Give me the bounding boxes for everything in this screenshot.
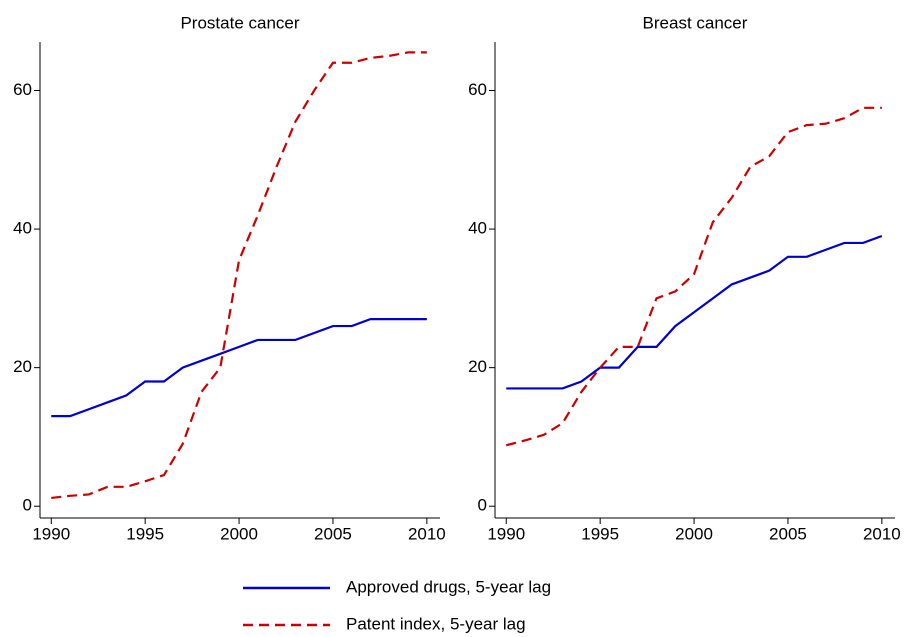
x-tick-label: 2000 <box>220 524 258 543</box>
panel-title: Prostate cancer <box>180 13 299 32</box>
x-tick-label: 2010 <box>408 524 446 543</box>
x-tick-label: 2005 <box>314 524 352 543</box>
y-tick-label: 20 <box>468 357 487 376</box>
x-tick-label: 1990 <box>487 524 525 543</box>
x-tick-label: 1990 <box>32 524 70 543</box>
series-line <box>506 234 883 390</box>
legend-label: Patent index, 5-year lag <box>346 614 526 633</box>
x-tick-label: 2005 <box>769 524 807 543</box>
legend-label: Approved drugs, 5-year lag <box>346 577 551 596</box>
y-tick-label: 0 <box>478 496 487 515</box>
x-tick-label: 1995 <box>126 524 164 543</box>
y-tick-label: 60 <box>13 80 32 99</box>
y-tick-label: 40 <box>468 219 487 238</box>
series-line <box>51 51 427 500</box>
y-tick-label: 40 <box>13 219 32 238</box>
series-line <box>51 318 427 418</box>
x-tick-label: 2010 <box>863 524 901 543</box>
y-tick-label: 60 <box>468 80 487 99</box>
x-tick-label: 1995 <box>581 524 619 543</box>
x-tick-label: 2000 <box>675 524 713 543</box>
y-tick-label: 20 <box>13 357 32 376</box>
y-tick-label: 0 <box>23 496 32 515</box>
series-line <box>505 106 882 447</box>
panel-title: Breast cancer <box>643 13 748 32</box>
